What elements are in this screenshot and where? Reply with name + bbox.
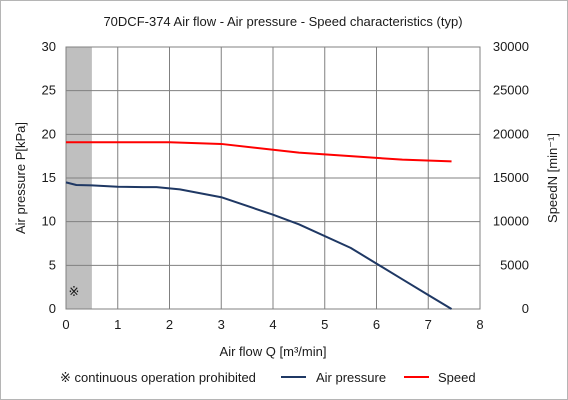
y-left-tick-label-5: 25 <box>42 83 56 98</box>
x-axis-label: Air flow Q [m³/min] <box>220 344 327 359</box>
x-tick-label-5: 5 <box>321 317 328 332</box>
legend: ※ continuous operation prohibited Air pr… <box>60 370 476 385</box>
x-tick-label-7: 7 <box>425 317 432 332</box>
y-left-tick-label-2: 10 <box>42 214 56 229</box>
legend-label-speed: Speed <box>438 370 476 385</box>
chart-title: 70DCF-374 Air flow - Air pressure - Spee… <box>103 14 462 29</box>
y-right-tick-label-3: 15000 <box>493 170 529 185</box>
y-left-tick-label-3: 15 <box>42 170 56 185</box>
y-right-axis-label: SpeedN [min⁻¹] <box>545 133 560 223</box>
x-tick-label-4: 4 <box>269 317 276 332</box>
y-right-tick-label-4: 20000 <box>493 126 529 141</box>
y-right-tick-label-6: 30000 <box>493 39 529 54</box>
x-axis-tick-labels: 0 1 2 3 4 5 6 7 8 <box>62 317 483 332</box>
y-left-axis-tick-labels: 0 5 10 15 20 25 30 <box>42 39 56 316</box>
x-tick-label-2: 2 <box>166 317 173 332</box>
x-tick-label-1: 1 <box>114 317 121 332</box>
series-line-speed <box>66 141 452 163</box>
y-left-tick-label-1: 5 <box>49 257 56 272</box>
y-right-tick-label-1: 5000 <box>500 257 529 272</box>
series-line-air-pressure <box>65 181 453 310</box>
y-right-axis-tick-labels: 0 5000 10000 15000 20000 25000 30000 <box>493 39 529 316</box>
x-tick-label-3: 3 <box>218 317 225 332</box>
x-tick-label-8: 8 <box>476 317 483 332</box>
y-left-tick-label-6: 30 <box>42 39 56 54</box>
plot-border <box>65 46 481 310</box>
legend-prohibited-note: ※ continuous operation prohibited <box>60 370 256 385</box>
y-right-tick-label-0: 0 <box>522 301 529 316</box>
y-left-tick-label-4: 20 <box>42 126 56 141</box>
x-tick-label-6: 6 <box>373 317 380 332</box>
y-left-tick-label-0: 0 <box>49 301 56 316</box>
y-right-tick-label-2: 10000 <box>493 214 529 229</box>
y-right-tick-label-5: 25000 <box>493 83 529 98</box>
prohibited-region-symbol: ※ <box>68 284 79 299</box>
series-layer <box>65 141 453 310</box>
legend-label-air-pressure: Air pressure <box>316 370 386 385</box>
x-tick-label-0: 0 <box>62 317 69 332</box>
y-left-axis-label: Air pressure P[kPa] <box>13 122 28 234</box>
